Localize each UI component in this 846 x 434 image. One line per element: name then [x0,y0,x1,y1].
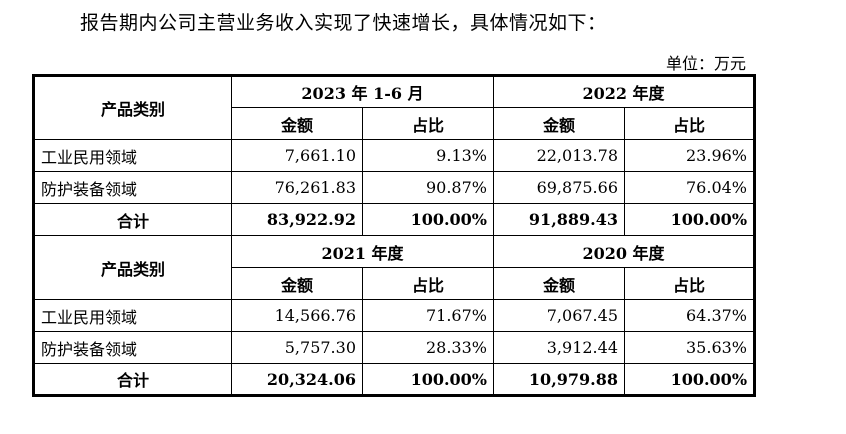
row-label: 工业民用领域 [33,299,232,332]
table-row: 防护装备领域 76,261.83 90.87% 69,875.66 76.04% [33,171,756,204]
amount-cell: 5,757.30 [231,331,363,364]
total-label: 合计 [33,363,232,396]
period-header-2022: 2022 年度 [492,75,756,108]
period-header-2023h1: 2023 年 1-6 月 [231,75,494,108]
ratio-cell: 64.37% [623,299,756,332]
total-ratio-cell: 100.00% [623,363,756,396]
ratio-header: 占比 [362,107,494,140]
header-row-periods: 产品类别 2023 年 1-6 月 2022 年度 [33,75,756,140]
row-label: 防护装备领域 [33,171,232,204]
header-row-metrics: 金额 占比 金额 占比 [34,267,756,300]
ratio-cell: 76.04% [623,171,756,204]
ratio-cell: 9.13% [362,139,494,172]
period-header-2021: 2021 年度 [231,235,494,268]
header-row-periods: 产品类别 2021 年度 2020 年度 [33,235,756,300]
amount-cell: 7,661.10 [231,139,363,172]
category-header: 产品类别 [33,235,232,300]
ratio-cell: 35.63% [623,331,756,364]
ratio-header: 占比 [362,267,494,300]
amount-cell: 76,261.83 [231,171,363,204]
table-row: 防护装备领域 5,757.30 28.33% 3,912.44 35.63% [33,331,756,364]
ratio-cell: 28.33% [362,331,494,364]
amount-header: 金额 [493,107,625,140]
table-row: 工业民用领域 14,566.76 71.67% 7,067.45 64.37% [33,299,756,332]
revenue-table: 产品类别 2023 年 1-6 月 2022 年度 金额 占比 金额 占比 工业… [32,74,757,397]
amount-cell: 3,912.44 [493,331,625,364]
row-label: 防护装备领域 [33,331,232,364]
period-header-2020: 2020 年度 [492,235,756,268]
ratio-header: 占比 [623,107,756,140]
category-header: 产品类别 [33,75,232,140]
header-row-metrics: 金额 占比 金额 占比 [34,107,756,140]
total-ratio-cell: 100.00% [362,203,494,236]
row-label: 工业民用领域 [33,139,232,172]
amount-header: 金额 [231,107,363,140]
total-amount-cell: 91,889.43 [493,203,625,236]
total-amount-cell: 10,979.88 [493,363,625,396]
total-row: 合计 20,324.06 100.00% 10,979.88 100.00% [33,363,756,396]
ratio-header: 占比 [623,267,756,300]
unit-label: 单位：万元 [665,54,746,73]
amount-cell: 7,067.45 [493,299,625,332]
total-amount-cell: 83,922.92 [231,203,363,236]
amount-cell: 14,566.76 [231,299,363,332]
total-label: 合计 [33,203,232,236]
total-row: 合计 83,922.92 100.00% 91,889.43 100.00% [33,203,756,236]
total-amount-cell: 20,324.06 [231,363,363,396]
ratio-cell: 23.96% [623,139,756,172]
amount-cell: 69,875.66 [493,171,625,204]
amount-cell: 22,013.78 [493,139,625,172]
amount-header: 金额 [231,267,363,300]
ratio-cell: 71.67% [362,299,494,332]
intro-paragraph: 报告期内公司主营业务收入实现了快速增长，具体情况如下： [80,12,607,34]
table-row: 工业民用领域 7,661.10 9.13% 22,013.78 23.96% [33,139,756,172]
total-ratio-cell: 100.00% [623,203,756,236]
total-ratio-cell: 100.00% [362,363,494,396]
amount-header: 金额 [493,267,625,300]
ratio-cell: 90.87% [362,171,494,204]
